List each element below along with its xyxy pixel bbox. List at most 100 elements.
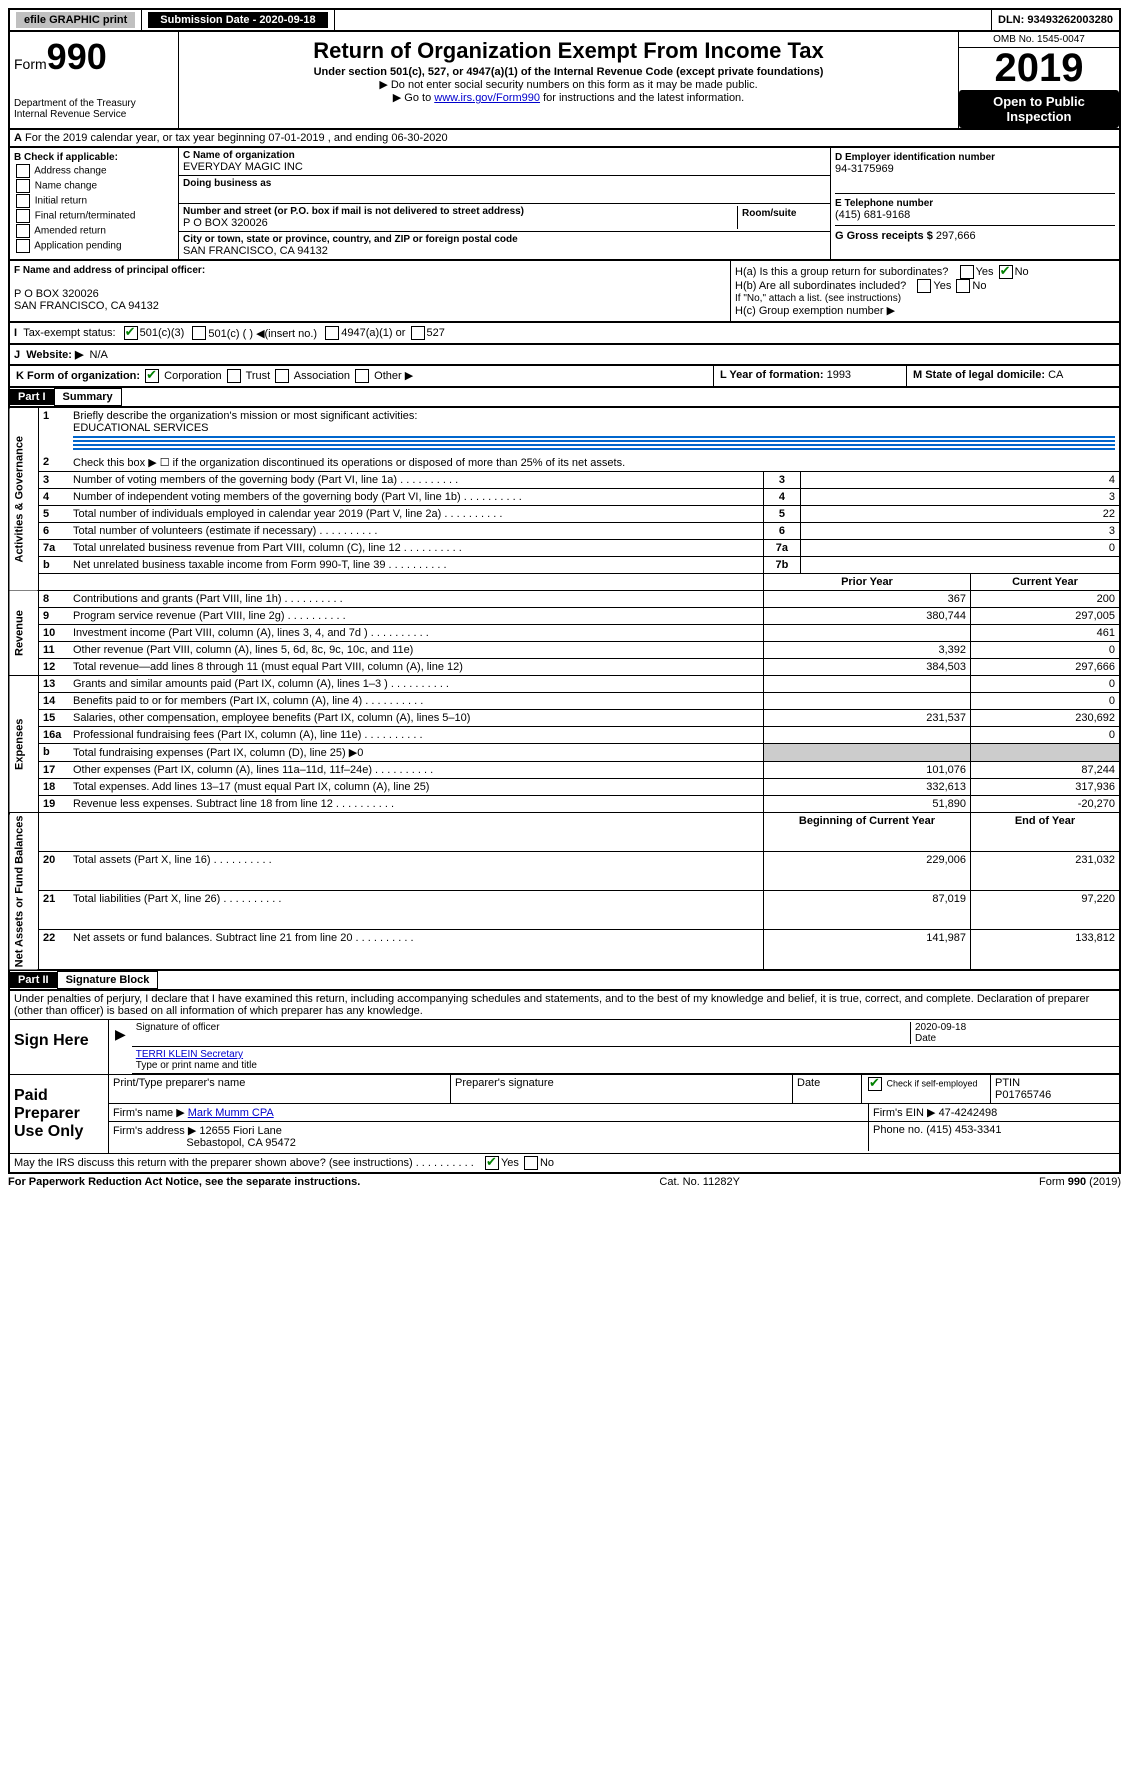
check-pending[interactable]: Application pending — [14, 239, 174, 253]
firm-addr2: Sebastopol, CA 95472 — [186, 1137, 295, 1149]
mission: EDUCATIONAL SERVICES — [73, 422, 209, 434]
gross-receipts: 297,666 — [936, 230, 976, 242]
527-check[interactable] — [411, 326, 425, 340]
tax-year: 2019 — [959, 48, 1119, 88]
form-label: Form — [14, 56, 47, 72]
ha-yes[interactable] — [960, 265, 974, 279]
d-label: D Employer identification number — [835, 152, 1115, 163]
addr: P O BOX 320026 — [183, 217, 737, 229]
city: SAN FRANCISCO, CA 94132 — [183, 245, 826, 257]
line7a-val: 0 — [800, 540, 1120, 557]
k-label: K Form of organization: — [16, 370, 140, 382]
g-label: G Gross receipts $ — [835, 230, 933, 242]
row-j: J Website: ▶ N/A — [8, 345, 1121, 366]
goto-post: for instructions and the latest informat… — [540, 92, 744, 104]
q2: Check this box ▶ ☐ if the organization d… — [69, 454, 1120, 472]
dln: DLN: 93493262003280 — [998, 14, 1113, 26]
line14: Benefits paid to or for members (Part IX… — [69, 693, 763, 710]
year-formation: 1993 — [827, 369, 851, 381]
room-label: Room/suite — [742, 208, 822, 219]
cat-no: Cat. No. 11282Y — [659, 1176, 740, 1188]
line16b: Total fundraising expenses (Part IX, col… — [69, 744, 763, 762]
pra-notice: For Paperwork Reduction Act Notice, see … — [8, 1176, 360, 1188]
side-expenses: Expenses — [9, 676, 39, 813]
note-ssn: ▶ Do not enter social security numbers o… — [183, 78, 954, 91]
line12: Total revenue—add lines 8 through 11 (mu… — [69, 659, 763, 676]
row-a: A For the 2019 calendar year, or tax yea… — [8, 130, 1121, 148]
phone: (415) 681-9168 — [835, 209, 1115, 221]
officer-name[interactable]: TERRI KLEIN Secretary — [136, 1049, 243, 1060]
line3-val: 4 — [800, 472, 1120, 489]
check-address[interactable]: Address change — [14, 164, 174, 178]
line8: Contributions and grants (Part VIII, lin… — [69, 591, 763, 608]
addr-label: Number and street (or P.O. box if mail i… — [183, 206, 737, 217]
hb-note: If "No," attach a list. (see instruction… — [735, 293, 1115, 304]
discuss-row: May the IRS discuss this return with the… — [10, 1153, 1119, 1172]
signature-block: Under penalties of perjury, I declare th… — [8, 991, 1121, 1174]
k-corp[interactable] — [145, 369, 159, 383]
sign-here: Sign Here — [10, 1020, 109, 1074]
city-label: City or town, state or province, country… — [183, 234, 826, 245]
line6: Total number of volunteers (estimate if … — [69, 523, 763, 540]
row-klm: K Form of organization: Corporation Trus… — [8, 366, 1121, 388]
501c-check[interactable] — [192, 326, 206, 340]
firm-ein: 47-4242498 — [939, 1107, 998, 1119]
part2-title: Signature Block — [57, 971, 159, 989]
ein: 94-3175969 — [835, 163, 1115, 175]
line13: Grants and similar amounts paid (Part IX… — [69, 676, 763, 693]
dba-label: Doing business as — [183, 178, 826, 189]
k-other[interactable] — [355, 369, 369, 383]
check-name[interactable]: Name change — [14, 179, 174, 193]
line4: Number of independent voting members of … — [69, 489, 763, 506]
section-fh: F Name and address of principal officer:… — [8, 261, 1121, 323]
irs-link[interactable]: www.irs.gov/Form990 — [434, 92, 540, 104]
submission-date: Submission Date - 2020-09-18 — [148, 12, 327, 28]
footer: For Paperwork Reduction Act Notice, see … — [8, 1174, 1121, 1190]
row-a-text: For the 2019 calendar year, or tax year … — [25, 132, 448, 144]
self-emp-check[interactable] — [868, 1077, 882, 1091]
check-final[interactable]: Final return/terminated — [14, 209, 174, 223]
row-i: I Tax-exempt status: 501(c)(3) 501(c) ( … — [8, 323, 1121, 345]
form-number: 990 — [47, 36, 107, 77]
discuss-no[interactable] — [524, 1156, 538, 1170]
firm-addr1: 12655 Fiori Lane — [199, 1125, 282, 1137]
ha-no[interactable] — [999, 265, 1013, 279]
line18: Total expenses. Add lines 13–17 (must eq… — [69, 779, 763, 796]
goto-pre: ▶ Go to — [393, 92, 434, 104]
line19: Revenue less expenses. Subtract line 18 … — [69, 796, 763, 813]
k-assoc[interactable] — [275, 369, 289, 383]
hb-yes[interactable] — [917, 279, 931, 293]
line16a: Professional fundraising fees (Part IX, … — [69, 727, 763, 744]
k-trust[interactable] — [227, 369, 241, 383]
hb-no[interactable] — [956, 279, 970, 293]
line7a: Total unrelated business revenue from Pa… — [69, 540, 763, 557]
prior-year: Prior Year — [763, 574, 970, 591]
f-label: F Name and address of principal officer: — [14, 265, 726, 276]
discuss-yes[interactable] — [485, 1156, 499, 1170]
org-name: EVERYDAY MAGIC INC — [183, 161, 826, 173]
check-amended[interactable]: Amended return — [14, 224, 174, 238]
4947-check[interactable] — [325, 326, 339, 340]
domicile: CA — [1048, 369, 1063, 381]
top-bar: efile GRAPHIC print Submission Date - 20… — [8, 8, 1121, 32]
check-initial[interactable]: Initial return — [14, 194, 174, 208]
efile-button[interactable]: efile GRAPHIC print — [16, 12, 135, 28]
open-public: Open to Public Inspection — [959, 90, 1119, 128]
line6-val: 3 — [800, 523, 1120, 540]
c-name-label: C Name of organization — [183, 150, 826, 161]
line7b-val — [800, 557, 1120, 574]
side-governance: Activities & Governance — [9, 408, 39, 591]
m-label: M State of legal domicile: — [913, 369, 1045, 381]
sig-officer-label: Signature of officer — [136, 1022, 910, 1044]
firm-name[interactable]: Mark Mumm CPA — [188, 1107, 274, 1119]
website: N/A — [90, 349, 108, 361]
hb-label: H(b) Are all subordinates included? — [735, 280, 906, 292]
line21: Total liabilities (Part X, line 26) — [69, 891, 763, 930]
ha-label: H(a) Is this a group return for subordin… — [735, 266, 948, 278]
501c3-check[interactable] — [124, 326, 138, 340]
line10: Investment income (Part VIII, column (A)… — [69, 625, 763, 642]
side-net: Net Assets or Fund Balances — [9, 813, 39, 970]
line22: Net assets or fund balances. Subtract li… — [69, 930, 763, 970]
line7b: Net unrelated business taxable income fr… — [69, 557, 763, 574]
line9: Program service revenue (Part VIII, line… — [69, 608, 763, 625]
